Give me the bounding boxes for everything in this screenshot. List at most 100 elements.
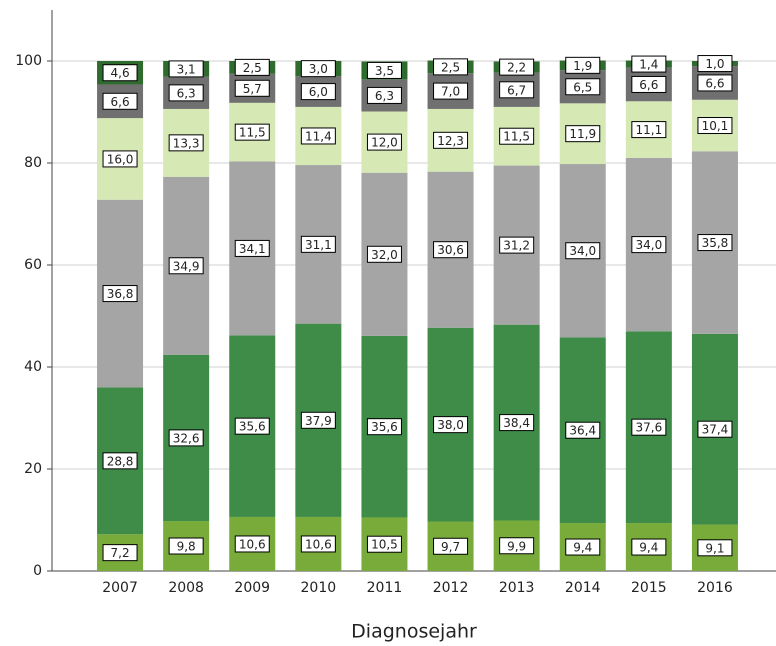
- value-label: 2,2: [507, 61, 526, 75]
- x-tick-label: 2010: [301, 580, 337, 596]
- value-label-box: [499, 537, 535, 555]
- value-label-box: [631, 236, 667, 254]
- value-label: 9,8: [177, 540, 196, 554]
- value-label-box: [102, 452, 138, 470]
- value-label: 7,0: [441, 85, 460, 99]
- value-label: 11,5: [503, 130, 530, 144]
- value-label-box: [697, 420, 733, 438]
- value-label: 12,0: [371, 136, 398, 150]
- value-label-box: [697, 234, 733, 252]
- value-label: 31,1: [305, 238, 332, 252]
- value-label: 10,6: [239, 537, 266, 551]
- value-label: 6,3: [177, 86, 196, 100]
- value-label: 10,6: [305, 537, 332, 551]
- value-label-box: [300, 60, 336, 78]
- value-label: 1,9: [573, 59, 592, 73]
- value-label-box: [433, 58, 469, 76]
- value-label-box: [631, 55, 667, 73]
- value-label-box: [168, 429, 204, 447]
- value-label: 9,7: [441, 540, 460, 554]
- value-label: 9,1: [705, 541, 724, 555]
- value-label: 9,4: [639, 541, 658, 555]
- value-label: 34,0: [569, 244, 596, 258]
- value-label-box: [102, 285, 138, 303]
- value-label-box: [565, 56, 601, 74]
- value-label-box: [499, 414, 535, 432]
- value-label-box: [565, 125, 601, 143]
- value-label: 11,1: [635, 123, 662, 137]
- x-axis-label: Diagnosejahr: [351, 621, 477, 643]
- value-label-box: [234, 417, 270, 435]
- value-label: 35,8: [702, 236, 729, 250]
- value-label-box: [102, 64, 138, 82]
- value-label: 6,0: [309, 85, 328, 99]
- value-label-box: [499, 81, 535, 99]
- value-label-box: [234, 123, 270, 141]
- value-label: 16,0: [107, 152, 134, 166]
- value-label-box: [168, 257, 204, 275]
- value-label-box: [565, 421, 601, 439]
- x-tick-label: 2015: [631, 580, 667, 596]
- value-label: 9,9: [507, 539, 526, 553]
- value-label-box: [234, 239, 270, 257]
- value-label: 34,9: [173, 259, 200, 273]
- value-label: 11,4: [305, 129, 332, 143]
- value-label-box: [234, 79, 270, 97]
- y-tick-label: 100: [15, 53, 42, 69]
- value-label: 37,4: [702, 423, 729, 437]
- value-label-box: [300, 411, 336, 429]
- value-label: 34,0: [635, 238, 662, 252]
- value-label: 6,7: [507, 83, 526, 97]
- value-label-box: [565, 538, 601, 556]
- value-label: 30,6: [437, 243, 464, 257]
- value-label: 11,5: [239, 126, 266, 140]
- value-label: 1,0: [705, 57, 724, 71]
- value-label-box: [433, 241, 469, 259]
- value-label-box: [631, 418, 667, 436]
- value-label: 10,1: [702, 119, 729, 133]
- value-label: 31,2: [503, 239, 530, 253]
- value-label: 3,5: [375, 64, 394, 78]
- value-label: 3,0: [309, 62, 328, 76]
- x-tick-label: 2008: [168, 580, 204, 596]
- value-label-box: [102, 150, 138, 168]
- value-label: 35,6: [239, 420, 266, 434]
- value-label-box: [565, 242, 601, 260]
- value-label-box: [300, 83, 336, 101]
- value-label: 38,0: [437, 418, 464, 432]
- value-label: 6,6: [639, 78, 658, 92]
- value-label-box: [300, 127, 336, 145]
- value-label-box: [499, 58, 535, 76]
- value-label-box: [366, 418, 402, 436]
- value-label: 32,0: [371, 248, 398, 262]
- value-label: 7,2: [111, 546, 130, 560]
- value-label: 37,9: [305, 414, 332, 428]
- y-tick-label: 20: [24, 461, 42, 477]
- value-label-box: [168, 537, 204, 555]
- value-label: 6,6: [705, 76, 724, 90]
- value-label-box: [366, 535, 402, 553]
- value-label-box: [499, 236, 535, 254]
- value-label-box: [168, 84, 204, 102]
- value-label-box: [366, 245, 402, 263]
- value-label: 4,6: [111, 66, 130, 80]
- y-tick-label: 80: [24, 155, 42, 171]
- value-label-box: [366, 61, 402, 79]
- y-tick-label: 60: [24, 257, 42, 273]
- value-label: 28,8: [107, 454, 134, 468]
- value-label-box: [300, 235, 336, 253]
- value-label-box: [234, 535, 270, 553]
- value-label: 34,1: [239, 242, 266, 256]
- value-label: 13,3: [173, 136, 200, 150]
- value-label: 37,6: [635, 421, 662, 435]
- value-label: 6,5: [573, 80, 592, 94]
- x-tick-label: 2011: [367, 580, 403, 596]
- value-label: 1,4: [639, 58, 658, 72]
- x-tick-label: 2013: [499, 580, 535, 596]
- value-label-box: [433, 416, 469, 434]
- value-label-box: [433, 537, 469, 555]
- value-label-box: [300, 535, 336, 553]
- x-tick-label: 2012: [433, 580, 469, 596]
- value-label: 5,7: [243, 82, 262, 96]
